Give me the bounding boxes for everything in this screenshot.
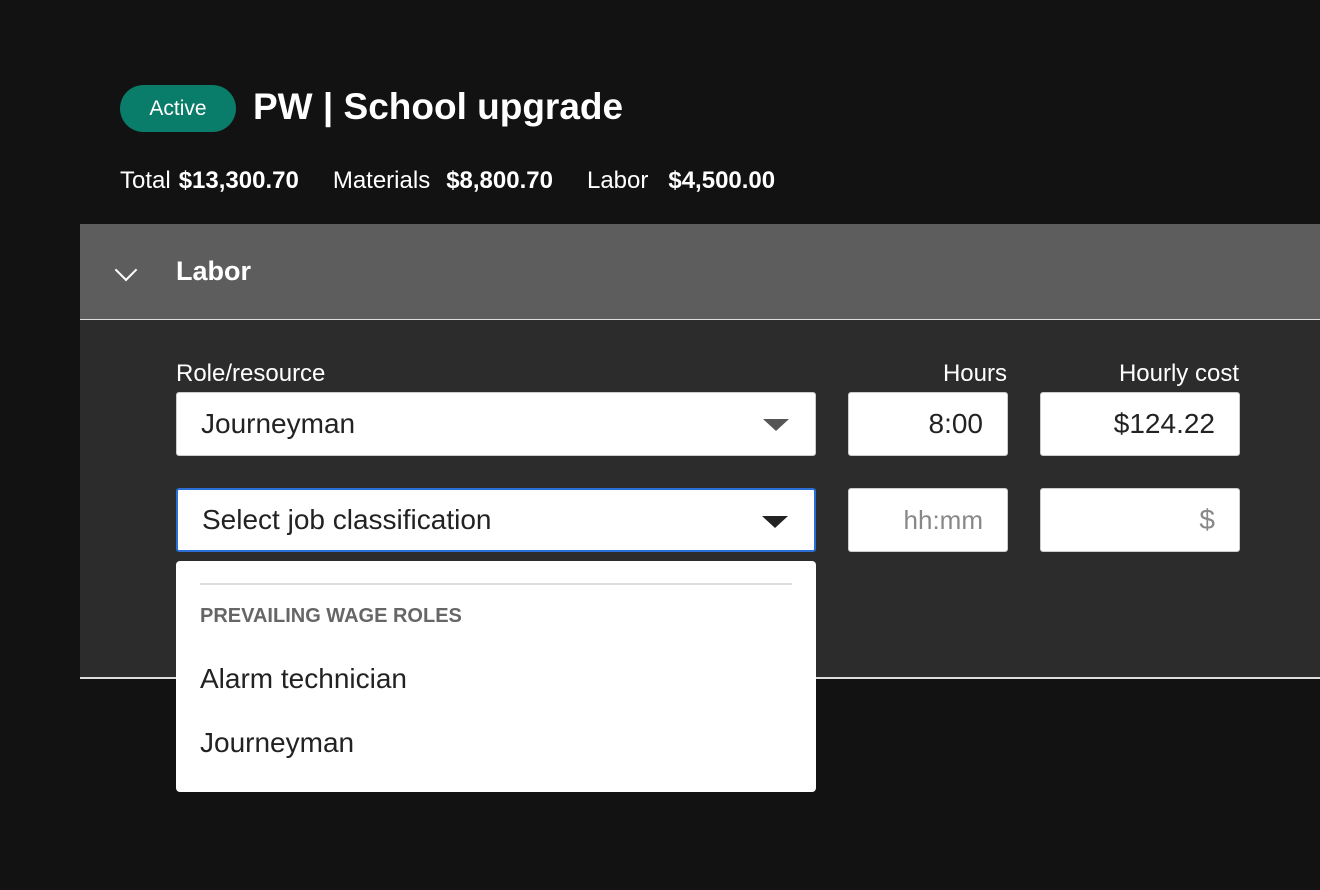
divider [200, 583, 792, 585]
hours-input-empty[interactable]: hh:mm [848, 488, 1008, 552]
labor-label: Labor [586, 167, 649, 194]
hours-input[interactable]: 8:00 [848, 392, 1008, 456]
cost-input-empty[interactable]: $ [1040, 488, 1240, 552]
role-value: Journeyman [201, 408, 356, 439]
hourly-cost-input[interactable]: $124.22 [1040, 392, 1240, 456]
group-header: PREVAILING WAGE ROLES [200, 605, 462, 627]
job-classification-select[interactable]: Select job classification [176, 488, 816, 552]
cost-column-label: Hourly cost [1118, 360, 1239, 387]
option-journeyman[interactable]: Journeyman [200, 727, 355, 758]
role-select[interactable]: Journeyman [176, 392, 816, 456]
status-badge: Active [120, 85, 236, 132]
labor-section-header[interactable] [80, 224, 1320, 321]
dropdown-menu: PREVAILING WAGE ROLES Alarm technician J… [176, 561, 816, 792]
total-value: $13,300.70 [178, 167, 299, 194]
option-alarm-technician[interactable]: Alarm technician [200, 663, 407, 694]
page-title: PW | School upgrade [253, 86, 624, 127]
caret-down-icon [763, 419, 789, 431]
labor-value: $4,500.00 [668, 167, 776, 194]
role-column-label: Role/resource [176, 360, 326, 387]
materials-label: Materials [332, 167, 431, 194]
totals-summary: Total $13,300.70 Materials $8,800.70 Labor… [120, 167, 775, 195]
select-placeholder: Select job classification [202, 504, 492, 535]
section-title: Labor [176, 256, 252, 286]
materials-value: $8,800.70 [446, 167, 553, 194]
caret-down-icon [762, 516, 788, 528]
total-label: Total [120, 167, 171, 194]
hours-column-label: Hours [942, 360, 1007, 387]
